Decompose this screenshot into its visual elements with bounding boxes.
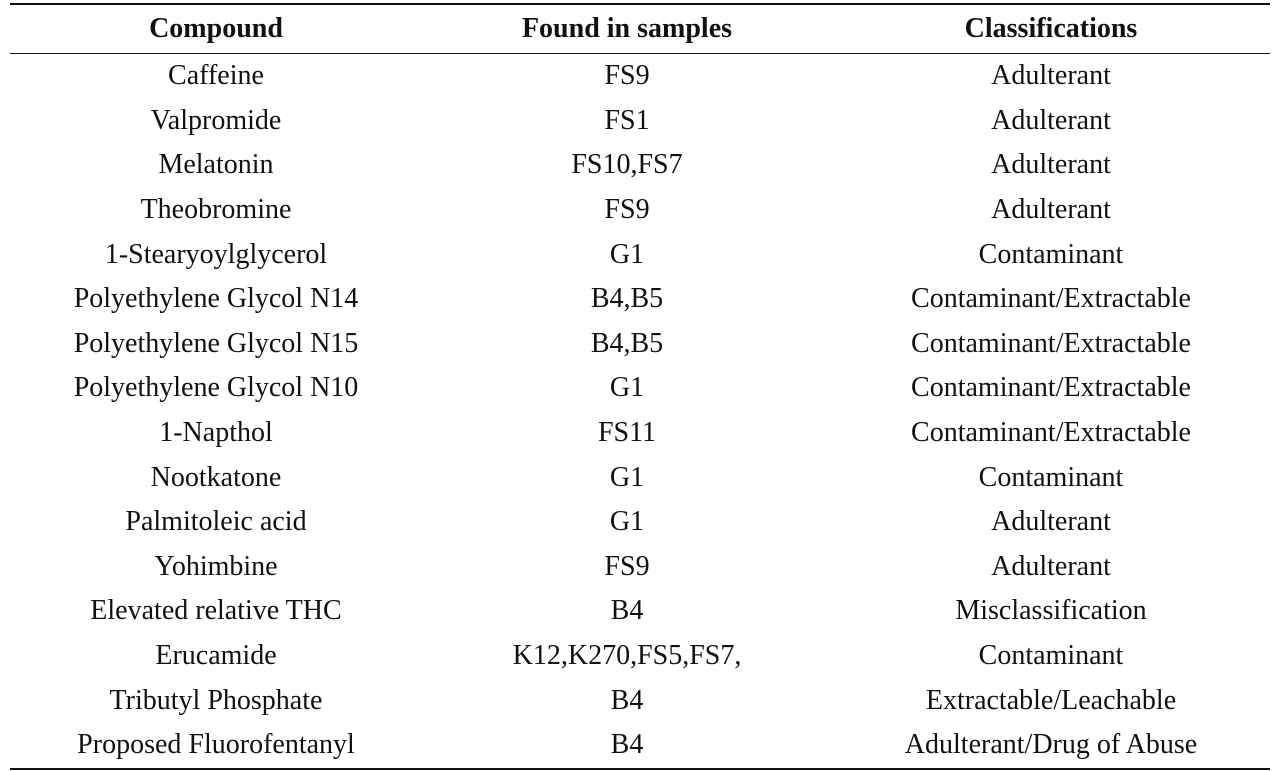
table-cell: B4 xyxy=(610,595,644,627)
table-cell: FS11 xyxy=(597,417,657,449)
table-cell: Valpromide xyxy=(150,104,282,136)
table-row: Caffeine FS9 Adulterant xyxy=(10,54,1270,99)
table-row: Yohimbine FS9 Adulterant xyxy=(10,545,1270,590)
header-row: Compound Found in samples Classifications xyxy=(10,3,1270,54)
table-cell: G1 xyxy=(609,372,645,404)
table-row: 1-Napthol FS11 Contaminant/Extractable xyxy=(10,411,1270,456)
table-body: Caffeine FS9 Adulterant Valpromide FS1 Adulte… xyxy=(10,54,1270,770)
table-row: Nootkatone G1 Contaminant xyxy=(10,455,1270,500)
table-cell: Contaminant/Extractable xyxy=(911,417,1191,449)
table-row: Polyethylene Glycol N10 G1 Contaminant/Ext… xyxy=(10,366,1270,411)
table-row: Polyethylene Glycol N15 B4,B5 Contaminant/… xyxy=(10,322,1270,367)
table-row: Theobromine FS9 Adulterant xyxy=(10,188,1270,233)
table-container: Compound Found in samples Classifications … xyxy=(10,0,1270,770)
table-cell: FS9 xyxy=(604,550,650,582)
table-cell: Contaminant/Extractable xyxy=(911,372,1191,404)
header-cell: Found in samples xyxy=(422,3,832,54)
table-cell: B4,B5 xyxy=(590,327,664,359)
table-cell: Caffeine xyxy=(168,60,264,92)
table-cell: K12,K270,FS5,FS7, xyxy=(512,640,742,672)
table-cell: Polyethylene Glycol N14 xyxy=(73,283,359,315)
table-cell: Melatonin xyxy=(158,149,274,181)
table-cell: FS1 xyxy=(604,104,650,136)
table-cell: Contaminant xyxy=(978,640,1124,672)
table-cell: Contaminant xyxy=(978,238,1124,270)
table-cell: Contaminant xyxy=(978,461,1124,493)
table-cell: Theobromine xyxy=(140,194,292,226)
table-cell: Palmitoleic acid xyxy=(125,506,307,538)
table-row: 1-Stearyoylglycerol G1 Contaminant xyxy=(10,232,1270,277)
table-cell: Yohimbine xyxy=(154,550,278,582)
table-row: Tributyl Phosphate B4 Extractable/Leachabl… xyxy=(10,678,1270,723)
table-cell: Adulterant xyxy=(991,550,1111,582)
table-cell: Polyethylene Glycol N10 xyxy=(73,372,359,404)
table-cell: FS9 xyxy=(604,60,650,92)
table-cell: FS10,FS7 xyxy=(571,149,683,181)
table-cell: Adulterant/Drug of Abuse xyxy=(832,722,1270,770)
table-cell: Extractable/Leachable xyxy=(925,684,1177,716)
table-row: Elevated relative THC B4 Misclassification xyxy=(10,589,1270,634)
table-cell: Misclassification xyxy=(955,595,1147,627)
table-row: Proposed Fluorofentanyl B4 Adulterant/Drug… xyxy=(10,722,1270,770)
table-row: Valpromide FS1 Adulterant xyxy=(10,99,1270,144)
table: Compound Found in samples Classifications … xyxy=(10,3,1270,770)
table-header: Compound Found in samples Classifications xyxy=(10,3,1270,54)
table-cell: B4,B5 xyxy=(590,283,664,315)
header-cell: Classifications xyxy=(832,3,1270,54)
table-cell: Erucamide xyxy=(155,640,277,672)
table-cell: Nootkatone xyxy=(150,461,282,493)
table-cell: FS9 xyxy=(604,194,650,226)
table-row: Polyethylene Glycol N14 B4,B5 Contaminant/… xyxy=(10,277,1270,322)
table-cell: G1 xyxy=(609,506,645,538)
table-cell: Polyethylene Glycol N15 xyxy=(73,327,359,359)
table-cell: Adulterant xyxy=(991,104,1111,136)
table-row: Palmitoleic acid G1 Adulterant xyxy=(10,500,1270,545)
table-cell: Tributyl Phosphate xyxy=(109,684,323,716)
table-row: Erucamide K12,K270,FS5,FS7, Contaminant xyxy=(10,634,1270,679)
table-cell: Elevated relative THC xyxy=(90,595,342,627)
table-row: Melatonin FS10,FS7 Adulterant xyxy=(10,143,1270,188)
table-cell: 1-Napthol xyxy=(159,417,273,449)
table-cell: Adulterant xyxy=(991,194,1111,226)
table-cell: G1 xyxy=(609,461,645,493)
header-cell: Compound xyxy=(10,3,422,54)
table-cell: B4 xyxy=(610,684,644,716)
table-cell: G1 xyxy=(609,238,645,270)
table-cell: B4 xyxy=(422,722,832,770)
table-cell: Contaminant/Extractable xyxy=(911,283,1191,315)
table-cell: Adulterant xyxy=(991,506,1111,538)
table-cell: Proposed Fluorofentanyl xyxy=(10,722,422,770)
table-cell: Contaminant/Extractable xyxy=(911,327,1191,359)
table-cell: 1-Stearyoylglycerol xyxy=(104,238,328,270)
table-cell: Adulterant xyxy=(991,60,1111,92)
table-cell: Adulterant xyxy=(991,149,1111,181)
